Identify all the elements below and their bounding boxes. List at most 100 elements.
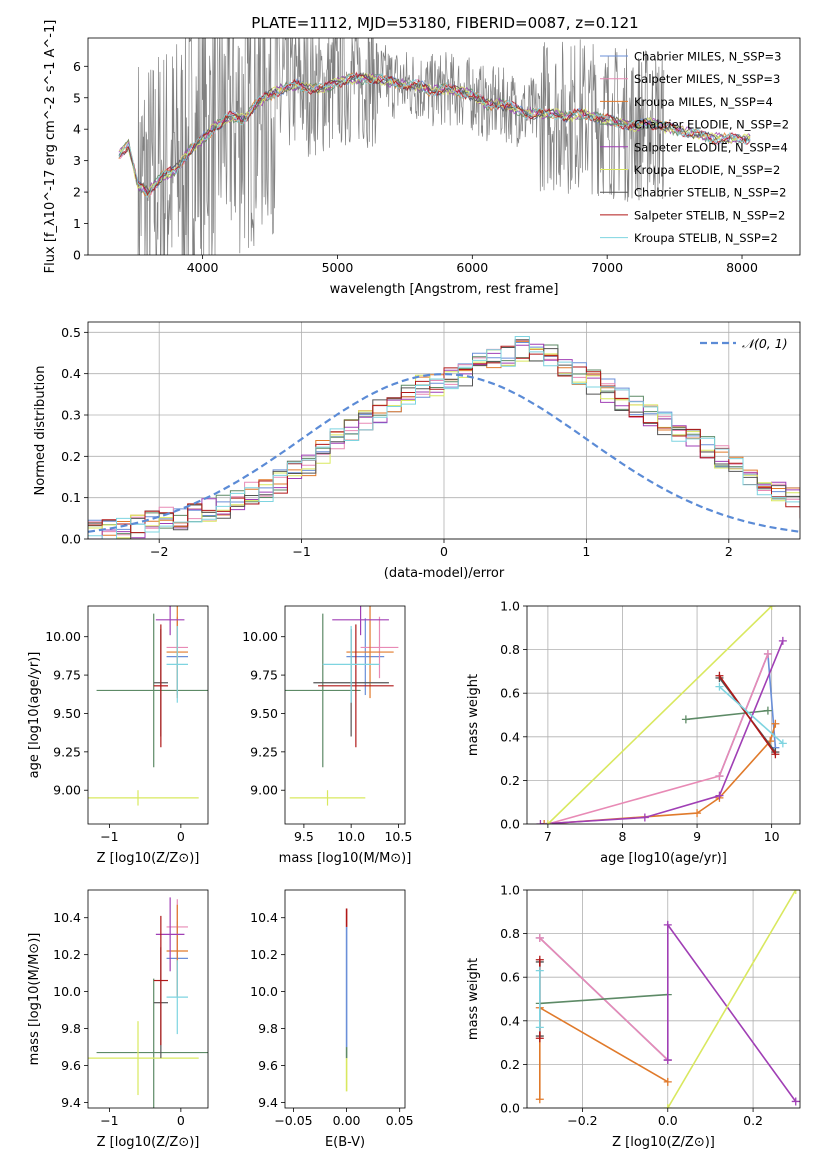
plus-marker: [663, 920, 672, 929]
legend-label: Kroupa ELODIE, N_SSP=2: [634, 163, 780, 177]
model-spectrum-7: [118, 71, 751, 197]
axes-frame: [526, 605, 801, 825]
figure-title: PLATE=1112, MJD=53180, FIBERID=0087, z=0…: [251, 14, 638, 32]
y-tick-label: 0.2: [61, 449, 81, 464]
normal-curve: [88, 372, 800, 533]
y-tick-label: 0: [73, 248, 81, 263]
model-spectrum-3: [118, 73, 751, 195]
y-tick-label: 9.8: [61, 1021, 81, 1036]
weight-line-8: [718, 686, 784, 744]
y-tick-label: 1.0: [500, 883, 520, 898]
x-axis-label: Z [log10(Z/Z⊙)]: [612, 1135, 715, 1150]
y-tick-label: 0.3: [61, 408, 81, 423]
plus-marker: [715, 772, 724, 781]
plot-area: [88, 606, 208, 806]
x-tick-label: 5000: [322, 260, 354, 275]
y-tick-label: 5: [73, 90, 81, 105]
plus-marker: [791, 890, 800, 894]
x-tick-label: 10: [764, 829, 780, 844]
y-tick-label: 10.00: [242, 629, 278, 644]
y-tick-label: 9.25: [53, 744, 81, 759]
weight-line-2: [544, 723, 777, 824]
weight-line-5: [547, 606, 773, 824]
x-tick-label: 7: [544, 829, 552, 844]
residual-histogram-8: [88, 336, 800, 539]
panel-residuals: −2 −1 0 1 2 0.0 0.1 0.2 0.3 0.4 0.5 (data-model)/er…: [33, 321, 801, 581]
legend-label: Salpeter STELIB, N_SSP=2: [634, 208, 785, 222]
x-axis-label: (data-model)/error: [384, 566, 505, 581]
plot-area: [118, 38, 751, 255]
plus-marker: [763, 649, 772, 658]
axes-frame: [284, 889, 406, 1109]
y-tick-label: 9.75: [250, 668, 278, 683]
y-axis-label: mass weight: [466, 674, 481, 756]
x-tick-label: 8000: [726, 260, 758, 275]
x-tick-label: −1: [100, 1113, 118, 1128]
y-tick-label: 0.0: [500, 817, 520, 832]
y-tick-label: 4: [73, 122, 81, 137]
x-axis-label: Z [log10(Z/Z⊙)]: [97, 1135, 200, 1150]
y-tick-label: 0.0: [61, 532, 81, 547]
plus-marker: [640, 813, 649, 822]
plot-area: [88, 897, 208, 1108]
y-axis-label: mass [log10(M/M⊙)]: [27, 933, 42, 1066]
x-tick-label: 0: [177, 829, 185, 844]
x-tick-label: −1: [292, 544, 310, 559]
y-tick-label: 9.25: [250, 744, 278, 759]
plus-marker: [535, 933, 544, 942]
y-tick-label: 9.00: [250, 783, 278, 798]
weight-line-2: [538, 1006, 669, 1100]
x-tick-label: 0.00: [333, 1113, 361, 1128]
y-tick-label: 9.8: [258, 1021, 278, 1036]
y-tick-label: 9.50: [250, 706, 278, 721]
x-tick-label: 10.0: [337, 829, 365, 844]
axes-frame: [87, 321, 801, 540]
axes-frame: [87, 605, 209, 825]
x-tick-label: −0.05: [274, 1113, 312, 1128]
y-tick-label: 0.4: [500, 729, 520, 744]
y-tick-label: 2: [73, 185, 81, 200]
plus-marker: [536, 820, 545, 824]
plus-marker: [535, 1023, 544, 1032]
panel-age-vs-mass: 9.5 10.0 10.5 9.00 9.25 9.50 9.75 10.00 mass [lo…: [242, 605, 412, 866]
y-tick-label: 9.50: [53, 706, 81, 721]
axes-frame: [526, 889, 801, 1109]
weight-line-1: [547, 653, 769, 824]
plus-marker: [778, 636, 787, 645]
y-tick-label: 10.2: [53, 947, 81, 962]
x-tick-label: 6000: [456, 260, 488, 275]
plus-marker: [535, 955, 544, 964]
y-tick-label: 0.2: [500, 773, 520, 788]
panel-mass-vs-Z: −1 0 9.4 9.6 9.8 10.0 10.2 10.4 Z [log10(Z/Z⊙)] m…: [27, 889, 209, 1150]
legend-label: Chabrier STELIB, N_SSP=2: [634, 186, 786, 200]
x-tick-label: 9: [693, 829, 701, 844]
y-tick-label: 0.2: [500, 1057, 520, 1072]
y-tick-label: 9.6: [258, 1058, 278, 1073]
weight-line-7: [718, 675, 777, 755]
x-tick-label: 9.5: [294, 829, 314, 844]
plus-marker: [778, 739, 787, 748]
x-tick-label: −1: [100, 829, 118, 844]
plus-marker: [535, 1034, 544, 1043]
y-tick-label: 10.0: [250, 984, 278, 999]
panel-weight-vs-Z: −0.2 0.0 0.2 0.0 0.2 0.4 0.6 0.8 1.0 Z [log10(Z/Z…: [466, 883, 801, 1150]
plus-marker: [663, 1056, 672, 1065]
y-tick-label: 0.4: [61, 366, 81, 381]
y-tick-label: 9.75: [53, 668, 81, 683]
plot-area: [285, 606, 399, 806]
y-tick-label: 10.4: [250, 910, 278, 925]
x-tick-label: −2: [150, 544, 168, 559]
y-tick-label: 9.6: [61, 1058, 81, 1073]
y-tick-label: 1: [73, 216, 81, 231]
plus-marker: [535, 1095, 544, 1104]
panel-spectrum: 4000 5000 6000 7000 8000 0 1 2 3 4 5 6 wavelength [A…: [43, 20, 801, 297]
y-tick-label: 0.5: [61, 325, 81, 340]
y-tick-label: 0.0: [500, 1101, 520, 1116]
plot-area: [535, 890, 800, 1108]
x-tick-label: 10.5: [384, 829, 412, 844]
plus-marker: [693, 809, 702, 818]
plus-marker: [663, 1077, 672, 1086]
y-axis-label: Normed distribution: [33, 366, 48, 496]
panel-mass-vs-EBV: −0.05 0.00 0.05 9.4 9.6 9.8 10.0 10.2 10.4 E(B-V): [250, 889, 414, 1150]
